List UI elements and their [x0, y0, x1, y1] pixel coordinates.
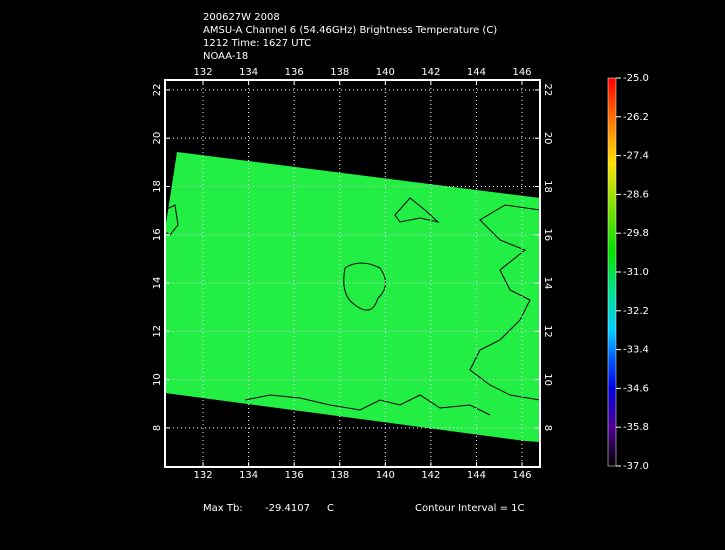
x-tick-label: 138	[330, 470, 349, 481]
x-tick-label: 134	[239, 470, 258, 481]
colorbar-label: -28.6	[623, 189, 649, 200]
colorbar-label: -35.8	[623, 422, 649, 433]
y-tick-label: 10	[542, 373, 553, 386]
y-tick-label: 22	[542, 84, 553, 97]
x-tick-label: 144	[467, 470, 486, 481]
y-tick-label: 20	[152, 132, 163, 145]
footer-contour: Contour Interval = 1C	[415, 503, 525, 514]
contour	[343, 262, 386, 311]
contour	[469, 204, 541, 401]
contour	[394, 197, 440, 223]
contour	[164, 204, 179, 236]
x-tick-label: 142	[421, 67, 440, 78]
y-tick-label: 20	[542, 132, 553, 145]
x-tick-label: 144	[467, 67, 486, 78]
y-tick-label: 16	[152, 228, 163, 241]
y-tick-label: 12	[542, 325, 553, 338]
y-tick-label: 8	[152, 425, 163, 431]
y-tick-label: 14	[542, 277, 553, 290]
colorbar-label: -26.2	[623, 112, 649, 123]
x-tick-label: 140	[376, 67, 395, 78]
colorbar-label: -33.4	[623, 345, 649, 356]
y-tick-label: 18	[542, 180, 553, 193]
x-tick-label: 132	[193, 470, 212, 481]
map-plot	[164, 79, 541, 468]
y-tick-label: 16	[542, 228, 553, 241]
footer-unit: C	[327, 503, 334, 514]
colorbar-label: -27.4	[623, 151, 649, 162]
x-tick-label: 138	[330, 67, 349, 78]
y-tick-label: 14	[152, 277, 163, 290]
colorbar-label: -37.0	[623, 461, 649, 472]
header-line: NOAA-18	[203, 51, 248, 62]
y-tick-label: 22	[152, 84, 163, 97]
y-tick-label: 12	[152, 325, 163, 338]
x-tick-label: 134	[239, 67, 258, 78]
header-line: 1212 Time: 1627 UTC	[203, 38, 311, 49]
contour	[244, 394, 491, 416]
header-line: 200627W 2008	[203, 12, 280, 23]
x-tick-label: 132	[193, 67, 212, 78]
x-tick-label: 136	[285, 470, 304, 481]
x-tick-label: 140	[376, 470, 395, 481]
colorbar	[607, 77, 617, 467]
map-frame	[164, 79, 541, 468]
colorbar-label: -32.2	[623, 306, 649, 317]
header-line: AMSU-A Channel 6 (54.46GHz) Brightness T…	[203, 25, 497, 36]
colorbar-label: -29.8	[623, 228, 649, 239]
x-tick-label: 142	[421, 470, 440, 481]
y-tick-label: 10	[152, 373, 163, 386]
footer-label: Max Tb:	[203, 503, 243, 514]
x-tick-label: 146	[512, 67, 531, 78]
y-tick-label: 18	[152, 180, 163, 193]
x-tick-label: 136	[285, 67, 304, 78]
colorbar-label: -34.6	[623, 383, 649, 394]
colorbar-label: -31.0	[623, 267, 649, 278]
colorbar-label: -25.0	[623, 73, 649, 84]
x-tick-label: 146	[512, 470, 531, 481]
footer-value: -29.4107	[265, 503, 310, 514]
swath	[165, 152, 540, 442]
y-tick-label: 8	[542, 425, 553, 431]
